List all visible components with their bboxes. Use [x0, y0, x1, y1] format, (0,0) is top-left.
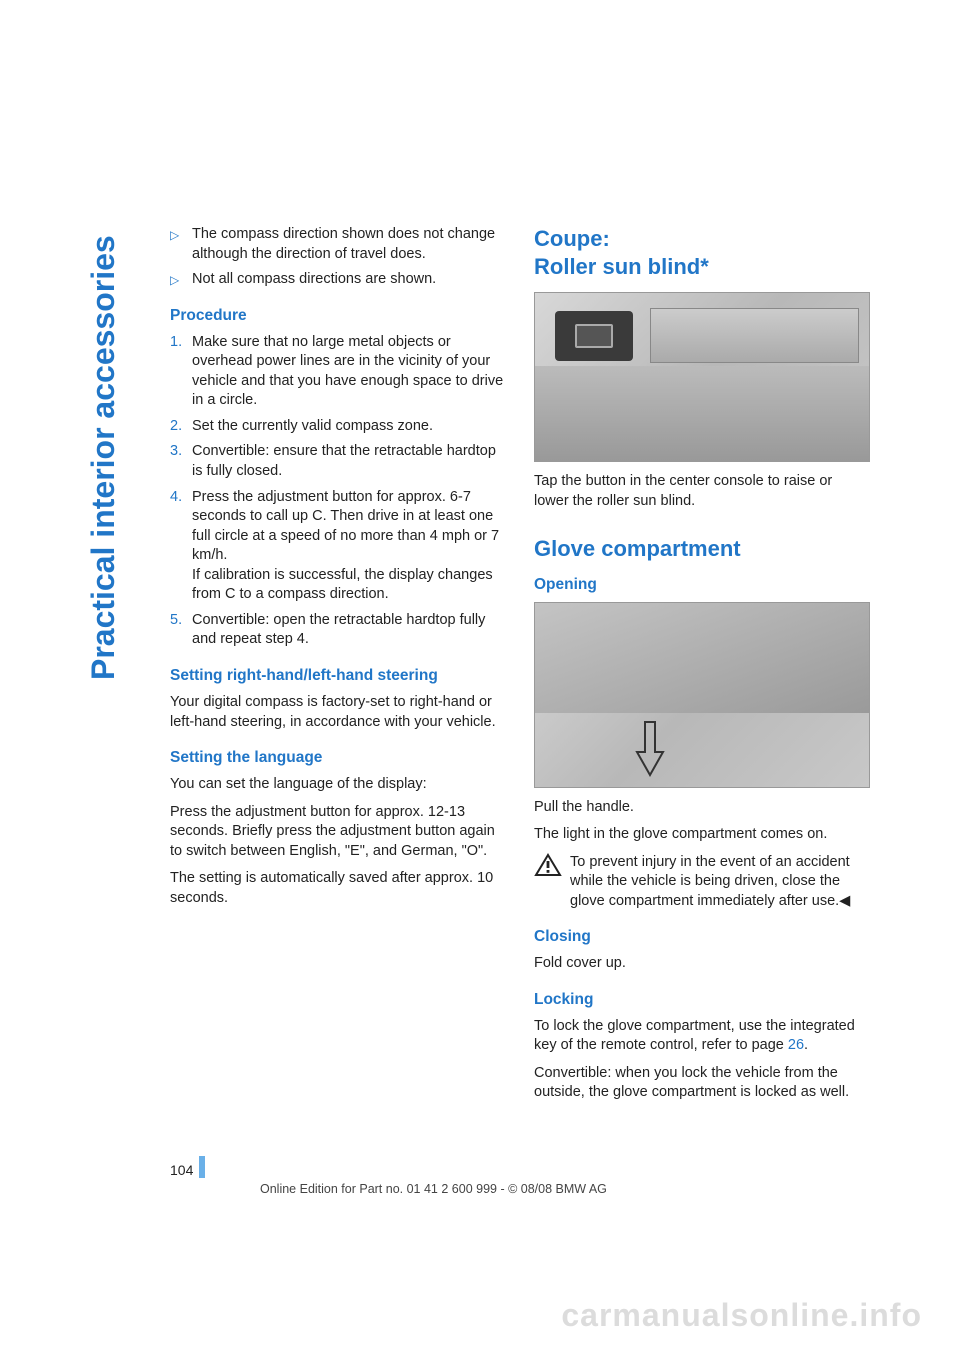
warning-icon [534, 853, 562, 877]
footer-text: Online Edition for Part no. 01 41 2 600 … [260, 1182, 607, 1196]
procedure-heading: Procedure [170, 306, 506, 327]
step-text: Press the adjustment button for approx. … [192, 488, 506, 605]
step-number: 2. [170, 417, 192, 437]
step-item: 5. Convertible: open the retractable har… [170, 611, 506, 650]
step-number: 1. [170, 333, 192, 411]
opening-heading: Opening [534, 575, 870, 596]
bullet-text: Not all compass directions are shown. [192, 270, 506, 290]
step-number: 3. [170, 442, 192, 481]
right-column: Coupe: Roller sun blind* MW0703KDMA Tap … [534, 225, 870, 1111]
warning-block: To prevent injury in the event of an acc… [534, 853, 870, 912]
page-number-block: 104 [170, 1156, 205, 1178]
content-area: ▷ The compass direction shown does not c… [170, 225, 870, 1111]
glove-compartment-image [534, 602, 870, 788]
opening-p1: Pull the handle. [534, 798, 870, 818]
step-text: Convertible: ensure that the retractable… [192, 442, 506, 481]
coupe-heading: Coupe: Roller sun blind* [534, 225, 870, 280]
page-number: 104 [170, 1162, 193, 1178]
bullet-item: ▷ The compass direction shown does not c… [170, 225, 506, 264]
locking-p1b: . [804, 1037, 808, 1053]
closing-heading: Closing [534, 927, 870, 948]
opening-p2: The light in the glove compartment comes… [534, 825, 870, 845]
bullet-marker-icon: ▷ [170, 225, 192, 264]
language-p1: You can set the language of the display: [170, 775, 506, 795]
watermark: carmanualsonline.info [561, 1297, 922, 1334]
locking-heading: Locking [534, 990, 870, 1011]
step-text: Convertible: open the retractable hardto… [192, 611, 506, 650]
section-title-vertical: Practical interior accessories [85, 235, 122, 680]
roller-sun-blind-image [534, 292, 870, 462]
warning-text: To prevent injury in the event of an acc… [570, 853, 870, 912]
locking-p1: To lock the glove compartment, use the i… [534, 1017, 870, 1056]
step-text: Make sure that no large metal objects or… [192, 333, 506, 411]
step-item: 3. Convertible: ensure that the retracta… [170, 442, 506, 481]
left-column: ▷ The compass direction shown does not c… [170, 225, 506, 1111]
step-number: 4. [170, 488, 192, 605]
language-p3: The setting is automatically saved after… [170, 869, 506, 908]
page-number-bar [199, 1156, 205, 1178]
steering-heading: Setting right-hand/left-hand steering [170, 666, 506, 687]
locking-p2: Convertible: when you lock the vehicle f… [534, 1064, 870, 1103]
step-item: 2. Set the currently valid compass zone. [170, 417, 506, 437]
bullet-item: ▷ Not all compass directions are shown. [170, 270, 506, 290]
manual-page: Practical interior accessories ▷ The com… [0, 0, 960, 1358]
coupe-caption: Tap the button in the center console to … [534, 472, 870, 511]
steering-text: Your digital compass is factory-set to r… [170, 693, 506, 732]
language-heading: Setting the language [170, 748, 506, 769]
step-item: 1. Make sure that no large metal objects… [170, 333, 506, 411]
bullet-marker-icon: ▷ [170, 270, 192, 290]
closing-text: Fold cover up. [534, 954, 870, 974]
arrow-down-icon [635, 717, 665, 777]
bullet-text: The compass direction shown does not cha… [192, 225, 506, 264]
page-link[interactable]: 26 [788, 1037, 804, 1053]
glove-heading: Glove compartment [534, 535, 870, 563]
language-p2: Press the adjustment button for approx. … [170, 803, 506, 862]
step-number: 5. [170, 611, 192, 650]
step-text: Set the currently valid compass zone. [192, 417, 506, 437]
step-item: 4. Press the adjustment button for appro… [170, 488, 506, 605]
